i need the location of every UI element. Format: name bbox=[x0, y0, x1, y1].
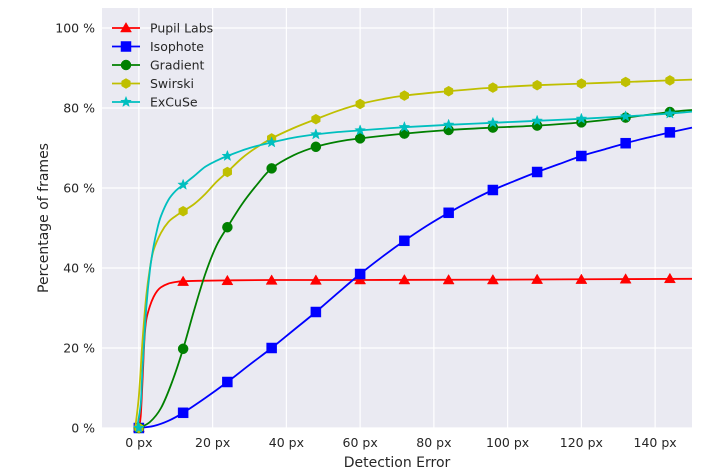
data-point-excuse bbox=[486, 116, 499, 128]
data-point-isophote bbox=[576, 150, 587, 162]
data-point-excuse bbox=[354, 124, 367, 136]
data-point-gradient bbox=[310, 141, 322, 153]
data-point-swirski bbox=[311, 113, 321, 125]
data-point-isophote bbox=[399, 235, 410, 247]
legend-marker bbox=[121, 78, 131, 89]
x-tick-label: 60 px bbox=[343, 435, 378, 450]
legend-label: Gradient bbox=[150, 58, 205, 73]
legend-item-swirski: Swirski bbox=[112, 76, 194, 91]
legend-label: Isophote bbox=[150, 39, 204, 54]
x-tick-label: 40 px bbox=[269, 435, 304, 450]
data-point-isophote bbox=[487, 184, 499, 196]
plot-background bbox=[102, 8, 692, 428]
data-point-gradient bbox=[222, 221, 233, 233]
data-point-excuse bbox=[575, 112, 588, 124]
x-tick-label: 0 px bbox=[125, 435, 152, 450]
data-point-excuse bbox=[619, 110, 632, 122]
data-point-pupil-labs bbox=[309, 274, 322, 285]
data-point-excuse bbox=[265, 136, 278, 148]
x-axis-label: Detection Error bbox=[344, 455, 451, 471]
data-point-pupil-labs bbox=[265, 274, 278, 285]
x-tick-label: 80 px bbox=[416, 435, 451, 450]
data-point-isophote bbox=[266, 342, 277, 354]
data-point-pupil-labs bbox=[486, 274, 499, 285]
data-point-isophote bbox=[620, 137, 631, 149]
data-point-excuse bbox=[442, 118, 455, 130]
data-point-pupil-labs bbox=[619, 273, 632, 284]
y-axis-label: Percentage of frames bbox=[36, 143, 52, 293]
data-point-swirski bbox=[532, 79, 542, 91]
x-tick-label: 100 px bbox=[486, 435, 529, 450]
series-excuse bbox=[132, 107, 693, 434]
data-point-swirski bbox=[576, 78, 586, 89]
legend-label: Swirski bbox=[150, 76, 194, 91]
data-point-excuse bbox=[663, 107, 676, 119]
data-point-excuse bbox=[177, 178, 190, 190]
data-point-pupil-labs bbox=[442, 274, 455, 285]
y-tick-label: 20 % bbox=[63, 341, 95, 356]
series-isophote bbox=[133, 126, 693, 434]
x-tick-label: 120 px bbox=[560, 435, 603, 450]
data-point-isophote bbox=[664, 127, 676, 138]
y-tick-label: 0 % bbox=[71, 421, 95, 436]
data-point-swirski bbox=[178, 205, 188, 217]
data-point-excuse bbox=[309, 128, 322, 140]
legend: Pupil Labs Isophote Gradient Swirski ExCuSe bbox=[112, 21, 213, 110]
data-point-swirski bbox=[399, 90, 409, 101]
tick-labels: 0 px 20 px 40 px 60 px 80 px 100 px 120 px 140 … bbox=[55, 21, 676, 451]
data-point-swirski bbox=[444, 85, 454, 97]
data-point-isophote bbox=[177, 407, 189, 419]
data-point-isophote bbox=[354, 268, 366, 280]
data-point-gradient bbox=[399, 128, 410, 139]
legend-label: Pupil Labs bbox=[150, 21, 213, 36]
legend-item-isophote: Isophote bbox=[112, 39, 204, 54]
legend-item-pupil-labs: Pupil Labs bbox=[112, 21, 213, 36]
data-point-excuse bbox=[398, 120, 411, 133]
data-point-isophote bbox=[443, 207, 454, 219]
data-point-pupil-labs bbox=[221, 274, 234, 286]
data-point-swirski bbox=[621, 76, 631, 88]
y-tick-label: 60 % bbox=[63, 181, 95, 196]
y-tick-label: 100 % bbox=[55, 21, 95, 36]
data-point-gradient bbox=[354, 133, 366, 144]
legend-label: ExCuSe bbox=[150, 95, 198, 110]
y-tick-label: 40 % bbox=[63, 261, 95, 276]
data-point-gradient bbox=[177, 343, 189, 355]
series-layer bbox=[132, 75, 693, 434]
legend-item-excuse: ExCuSe bbox=[112, 95, 198, 110]
data-point-swirski bbox=[222, 166, 232, 178]
x-tick-label: 140 px bbox=[634, 435, 677, 450]
data-point-pupil-labs bbox=[663, 272, 676, 284]
legend-item-gradient: Gradient bbox=[112, 58, 205, 73]
legend-marker bbox=[120, 95, 132, 108]
data-point-pupil-labs bbox=[531, 273, 544, 284]
data-point-isophote bbox=[531, 166, 543, 178]
x-tick-label: 20 px bbox=[195, 435, 230, 450]
legend-marker bbox=[120, 41, 132, 52]
y-tick-label: 80 % bbox=[63, 101, 95, 116]
data-point-swirski bbox=[488, 82, 498, 93]
grid bbox=[102, 8, 692, 429]
data-point-excuse bbox=[531, 114, 544, 126]
data-point-swirski bbox=[665, 75, 675, 86]
data-point-swirski bbox=[355, 98, 365, 110]
data-point-excuse bbox=[132, 421, 145, 434]
data-point-isophote bbox=[222, 376, 233, 388]
data-point-pupil-labs bbox=[398, 274, 411, 285]
legend-marker bbox=[120, 22, 132, 33]
data-point-pupil-labs bbox=[575, 273, 588, 284]
data-point-pupil-labs bbox=[177, 275, 190, 286]
data-point-isophote bbox=[310, 306, 322, 318]
data-point-gradient bbox=[266, 163, 277, 174]
legend-marker bbox=[120, 59, 132, 71]
data-point-excuse bbox=[221, 149, 234, 162]
